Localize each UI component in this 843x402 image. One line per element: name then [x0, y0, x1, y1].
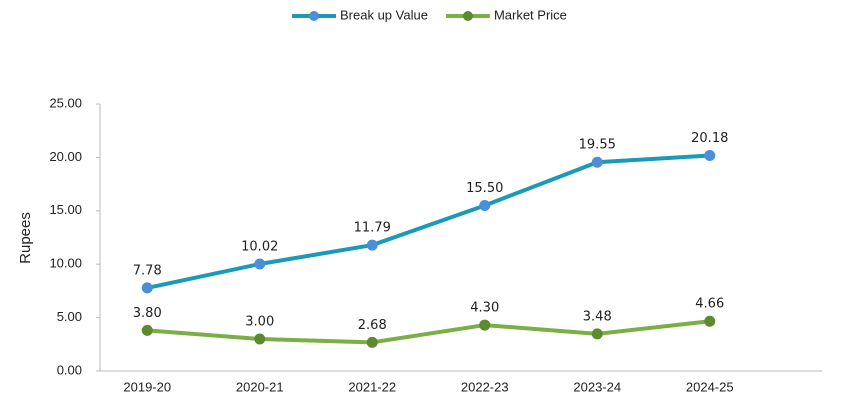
point — [141, 282, 153, 294]
y-tick-label: 0.00 — [57, 362, 82, 377]
data-label: 19.55 — [579, 138, 616, 153]
legend-label: Break up Value — [340, 7, 428, 22]
x-tick-label: 2021-22 — [348, 379, 396, 394]
legend-label: Market Price — [494, 7, 567, 22]
data-label: 10.02 — [241, 239, 278, 254]
point — [704, 315, 716, 327]
data-label: 3.80 — [133, 306, 162, 321]
data-label: 3.48 — [583, 309, 612, 324]
data-label: 4.30 — [470, 301, 499, 316]
data-label: 11.79 — [354, 221, 391, 236]
data-label: 7.78 — [133, 263, 162, 278]
y-tick-label: 20.00 — [49, 149, 82, 164]
y-tick-label: 10.00 — [49, 256, 82, 271]
point — [141, 324, 153, 336]
point — [366, 336, 378, 348]
x-tick-label: 2022-23 — [461, 379, 509, 394]
point — [366, 239, 378, 251]
data-label: 2.68 — [358, 318, 387, 333]
point — [254, 333, 266, 345]
x-tick-label: 2020-21 — [236, 379, 284, 394]
x-tick-label: 2023-24 — [573, 379, 621, 394]
series-line — [146, 153, 710, 290]
point — [479, 199, 491, 211]
point — [591, 156, 603, 168]
data-label: 15.50 — [466, 181, 503, 196]
legend-marker — [462, 11, 473, 21]
point — [704, 149, 716, 161]
point — [254, 258, 266, 270]
series-line — [147, 319, 710, 345]
x-tick-label: 2024-25 — [686, 379, 734, 394]
y-tick-label: 25.00 — [49, 95, 82, 110]
data-label: 4.66 — [695, 297, 724, 312]
point — [591, 328, 603, 340]
data-label: 20.18 — [691, 131, 728, 146]
y-axis-label: Rupees — [17, 212, 34, 264]
legend-marker — [309, 11, 319, 21]
y-tick-label: 5.00 — [57, 309, 82, 324]
data-label: 3.00 — [245, 314, 274, 329]
y-tick-label: 15.00 — [49, 202, 82, 217]
x-tick-label: 2019-20 — [123, 379, 171, 394]
point — [479, 319, 491, 331]
